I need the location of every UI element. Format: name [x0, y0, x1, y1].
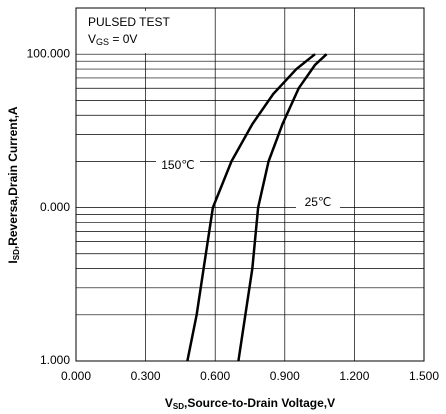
annotation-part: V — [88, 32, 96, 46]
grid — [75, 7, 425, 362]
x-axis-label-part: SD — [173, 402, 184, 411]
x-tick-label: 1.200 — [339, 369, 369, 383]
series-label-bg — [156, 158, 200, 174]
y-axis-label-part: SD — [12, 249, 21, 260]
x-tick-label: 1.500 — [409, 369, 439, 383]
series-line — [237, 53, 328, 362]
x-axis-label-part: ,Source-to-Drain Voltage,V — [184, 396, 335, 410]
x-tick-label: 0.900 — [270, 369, 300, 383]
y-axis-label-part: I — [6, 260, 20, 263]
series-line — [186, 53, 316, 362]
annotation-part: = 0V — [109, 32, 137, 46]
x-axis-label-part: V — [165, 396, 173, 410]
y-axis-label-part: ,Reversa,Drain Current,A — [6, 106, 20, 249]
annotation-part: GS — [96, 37, 109, 47]
x-axis-label: VSD,Source-to-Drain Voltage,V — [165, 396, 335, 411]
plot-border — [75, 7, 425, 362]
x-tick-label: 0.000 — [61, 369, 91, 383]
x-tick-label: 0.300 — [131, 369, 161, 383]
series-label: 150℃ — [161, 158, 195, 172]
annotation: VGS = 0V — [88, 32, 137, 47]
series-label: 25℃ — [305, 195, 332, 209]
y-tick-label: 1.000 — [40, 353, 70, 367]
series-label-bg — [296, 195, 340, 211]
annotation-bg — [80, 11, 188, 53]
annotation: PULSED TEST — [88, 15, 170, 29]
y-tick-label: 0.000 — [40, 200, 70, 214]
y-tick-label: 100.000 — [27, 46, 71, 60]
x-tick-label: 0.600 — [200, 369, 230, 383]
y-axis-label: ISD,Reversa,Drain Current,A — [6, 106, 21, 264]
